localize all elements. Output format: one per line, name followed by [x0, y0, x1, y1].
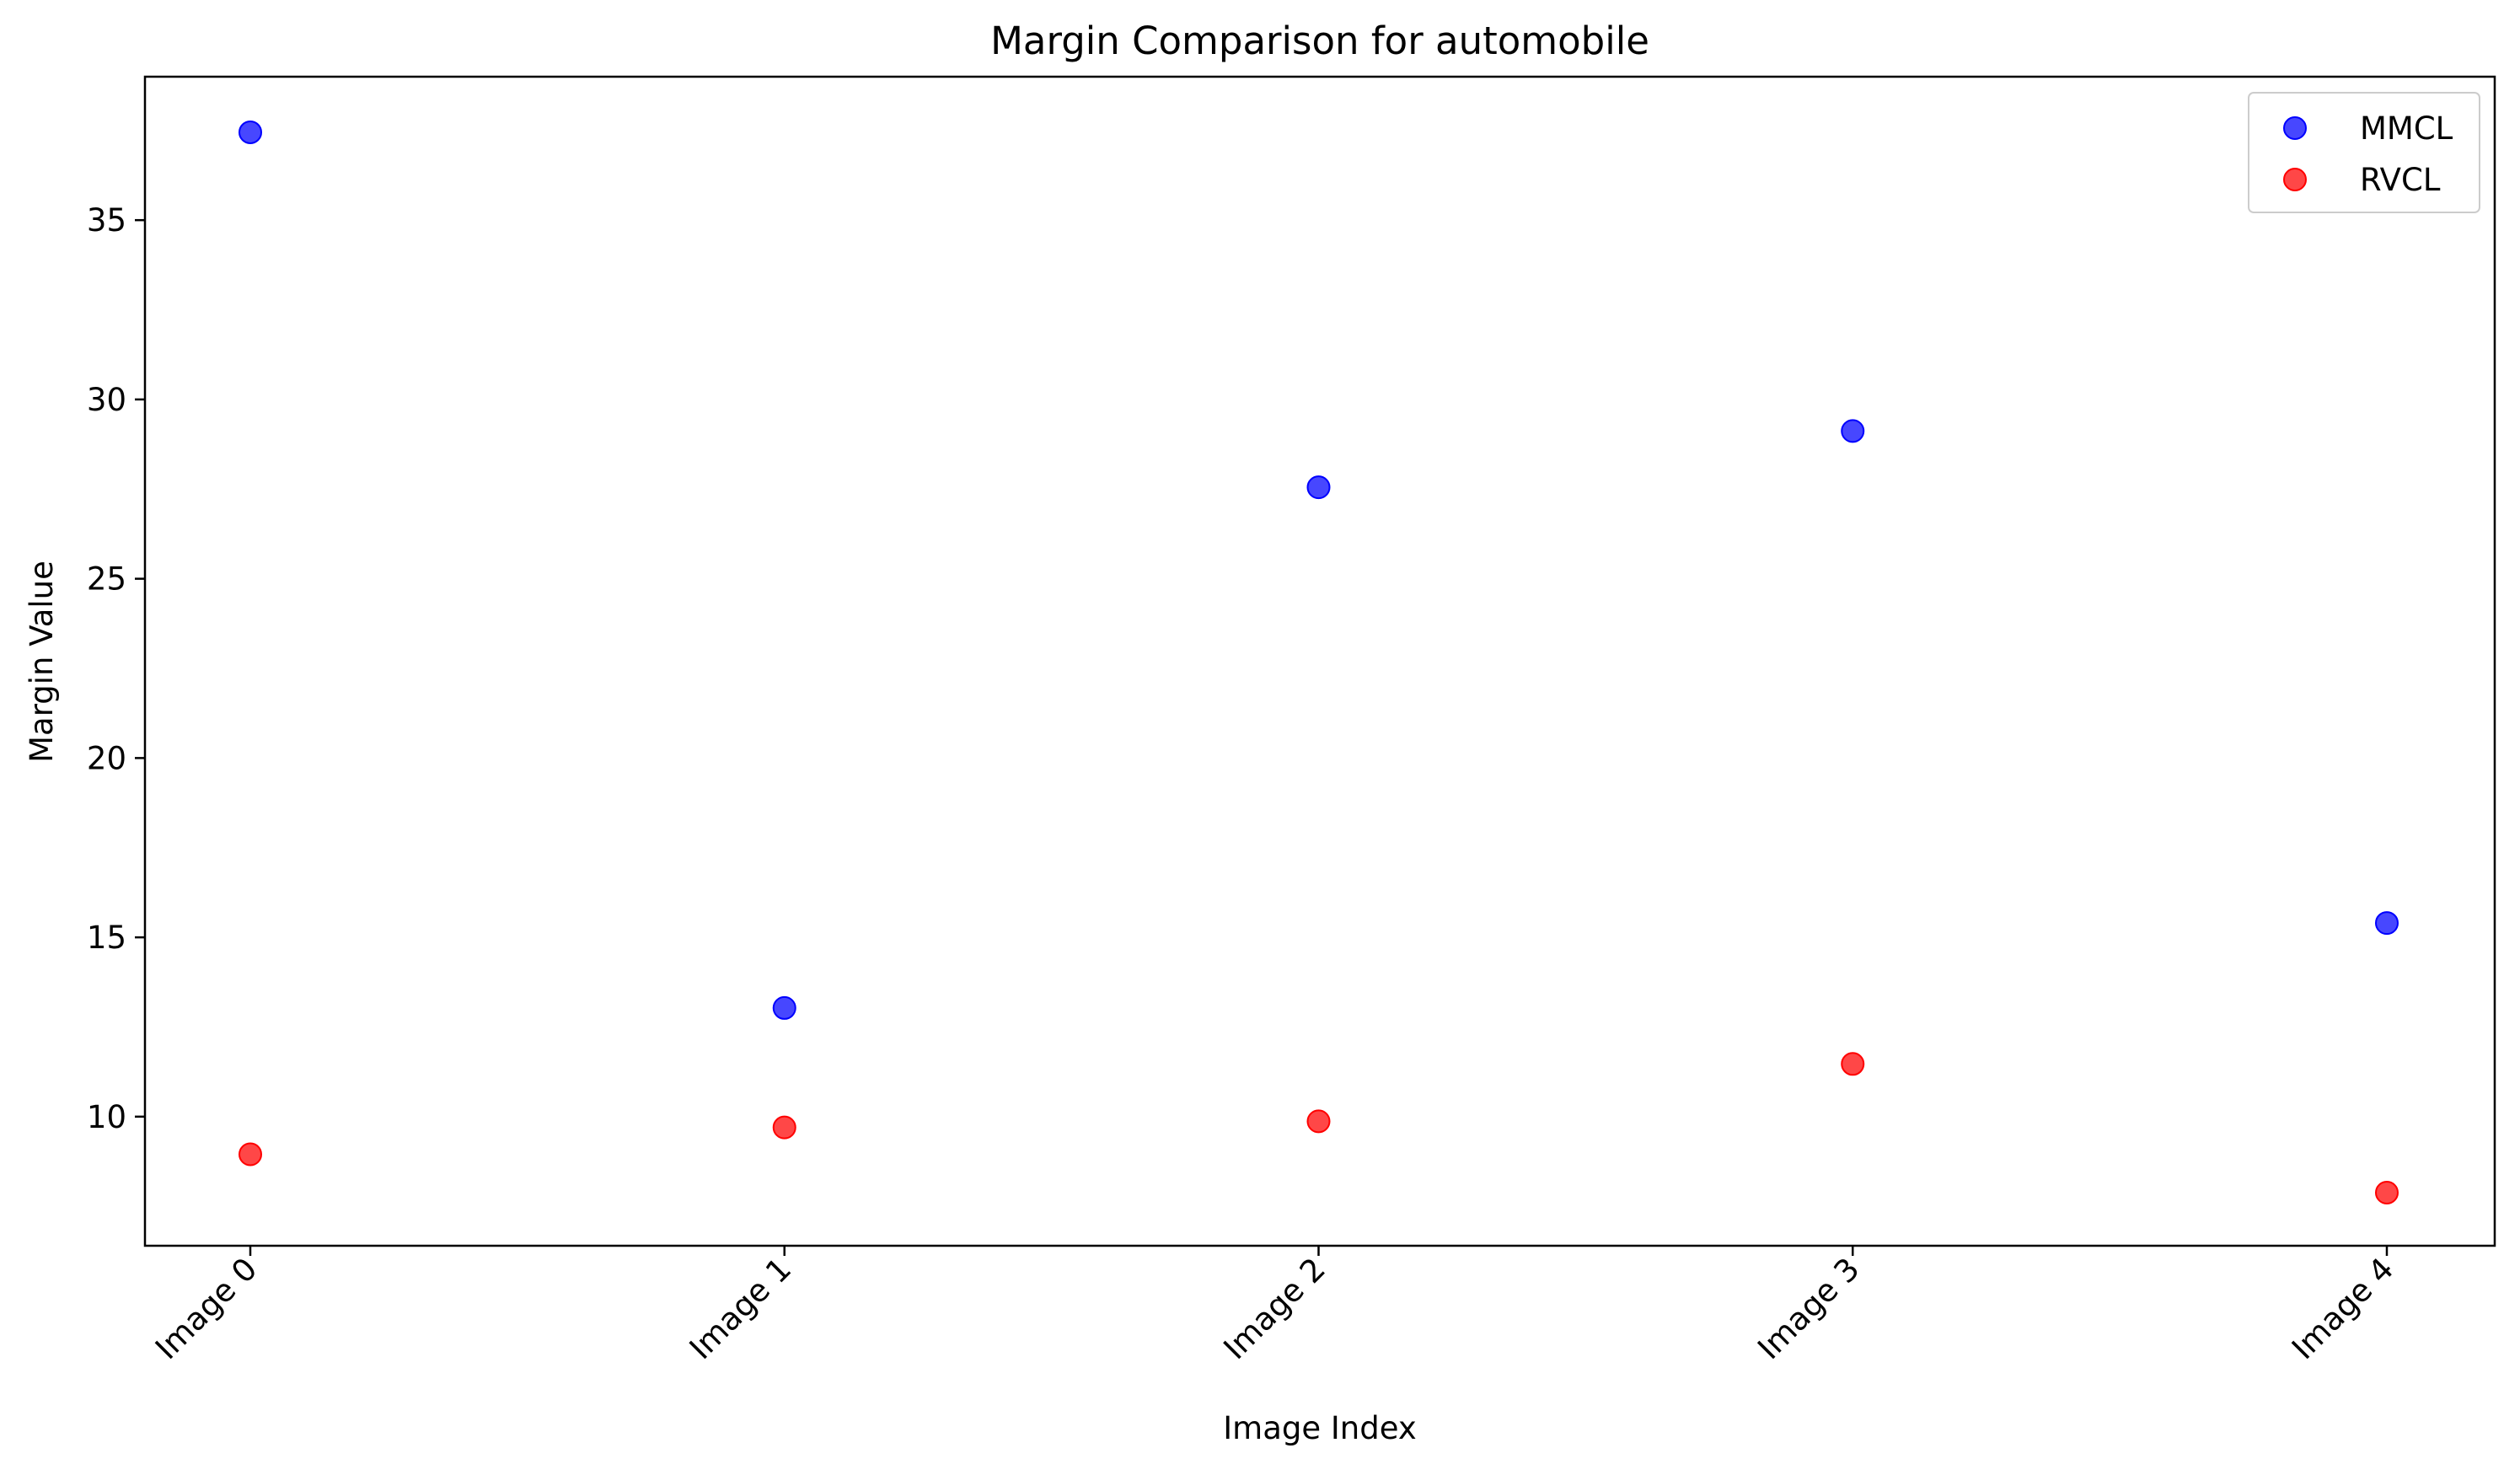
data-points [239, 120, 2399, 1205]
y-tick-label: 25 [87, 561, 126, 598]
y-tick-label: 15 [87, 920, 126, 956]
y-tick-label: 10 [87, 1099, 126, 1135]
data-point-rvcl [772, 1115, 796, 1140]
data-point-mmcl [1306, 475, 1331, 500]
x-tick-label: Image 4 [2285, 1251, 2400, 1366]
y-tick-label: 20 [87, 740, 126, 776]
data-point-rvcl [2375, 1181, 2399, 1205]
legend-label: MMCL [2360, 110, 2453, 147]
x-tick-label: Image 1 [683, 1251, 798, 1366]
legend-marker-rvcl [2283, 168, 2307, 191]
y-axis-ticks: 10 15 20 25 30 35 [87, 202, 145, 1135]
y-tick-label: 30 [87, 382, 126, 418]
data-point-mmcl [772, 995, 796, 1020]
x-tick-label: Image 0 [148, 1251, 264, 1366]
legend: MMCL RVCL [2248, 92, 2480, 213]
data-point-mmcl [2375, 911, 2399, 936]
data-point-rvcl [1306, 1109, 1331, 1134]
x-tick-label: Image 2 [1217, 1251, 1332, 1366]
data-point-mmcl [1841, 419, 1865, 443]
x-axis-label: Image Index [1223, 1410, 1417, 1446]
data-point-rvcl [239, 1142, 262, 1167]
data-point-mmcl [239, 120, 262, 144]
chart-title: Margin Comparison for automobile [990, 19, 1649, 63]
data-point-rvcl [1841, 1052, 1865, 1076]
y-tick-label: 35 [87, 202, 126, 239]
y-axis-label: Margin Value [24, 560, 60, 763]
plot-area-frame [143, 75, 2496, 1247]
x-tick-label: Image 3 [1751, 1251, 1866, 1366]
legend-label: RVCL [2360, 162, 2441, 198]
x-axis-ticks: Image 0 Image 1 Image 2 Image 3 Image 4 [148, 1246, 2400, 1366]
legend-marker-mmcl [2283, 116, 2307, 140]
